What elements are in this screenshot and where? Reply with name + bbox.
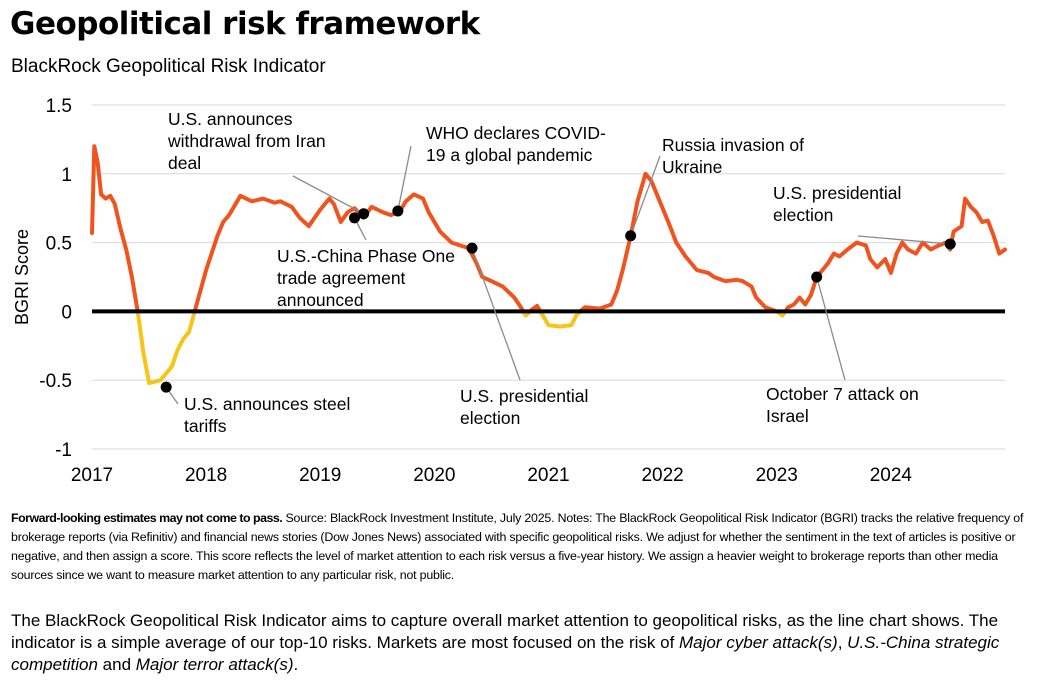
y-tick-label: 1 <box>61 165 72 186</box>
annotation-label: tariffs <box>184 416 227 436</box>
annotation-label: 19 a global pandemic <box>426 145 593 165</box>
series-line-above-zero <box>90 144 140 314</box>
annotation-leader <box>292 175 364 215</box>
series-lines <box>90 144 1007 385</box>
annotation-label: Israel <box>766 406 809 426</box>
summary-text: The BlackRock Geopolitical Risk Indicato… <box>11 610 1041 676</box>
y-tick-label: 0.5 <box>46 234 72 255</box>
annotation-label: U.S.-China Phase One <box>277 246 455 266</box>
annotation-leader <box>471 247 521 381</box>
annotation-label: announced <box>277 290 364 310</box>
annotation-label: U.S. announces <box>168 109 293 129</box>
annotation-marker <box>348 212 360 224</box>
annotation-label: election <box>773 205 833 225</box>
annotation-marker <box>625 230 637 242</box>
summary-part: . <box>293 655 299 674</box>
annotation-marker <box>160 381 172 393</box>
y-tick-label: -1 <box>55 440 72 461</box>
annotation-label: U.S. presidential <box>773 183 901 203</box>
annotation-marker <box>392 205 404 217</box>
annotation-label: Ukraine <box>662 157 722 177</box>
y-tick-label: 0 <box>61 302 72 323</box>
series-line-above-zero <box>578 171 779 314</box>
x-axis-ticks: 2017 2018 2019 2020 2021 2022 2023 2024 <box>71 465 913 486</box>
annotation-marker <box>944 238 956 250</box>
page-title: Geopolitical risk framework <box>10 6 480 42</box>
y-axis-ticks: 1.5 1 0.5 0 -0.5 -1 <box>39 96 72 461</box>
footnote: Forward-looking estimates may not come t… <box>11 509 1031 585</box>
x-tick-label: 2021 <box>527 465 569 486</box>
summary-part: and <box>97 655 136 674</box>
footnote-text: Source: BlackRock Investment Institute, … <box>11 511 1024 582</box>
x-tick-label: 2023 <box>756 465 798 486</box>
annotation-label: trade agreement <box>277 268 406 288</box>
annotation-leader <box>816 276 846 381</box>
x-tick-label: 2022 <box>641 465 683 486</box>
annotation-leader <box>857 235 951 245</box>
summary-emphasis: Major terror attack(s) <box>135 655 294 674</box>
annotation-label: WHO declares COVID- <box>426 123 606 143</box>
annotation-label: withdrawal from Iran <box>167 131 326 151</box>
annotation-leader <box>397 145 412 212</box>
annotation-label: U.S. presidential <box>460 386 588 406</box>
x-tick-label: 2017 <box>71 465 113 486</box>
chart-subtitle: BlackRock Geopolitical Risk Indicator <box>11 56 326 77</box>
x-tick-label: 2018 <box>185 465 227 486</box>
annotation-marker <box>811 271 823 283</box>
annotation-label: election <box>460 408 520 428</box>
x-tick-label: 2020 <box>413 465 455 486</box>
annotation-marker <box>358 208 370 220</box>
annotation-label: October 7 attack on <box>766 384 919 404</box>
summary-part: The BlackRock Geopolitical Risk Indicato… <box>11 611 999 652</box>
annotation-label: U.S. announces steel <box>184 394 350 414</box>
annotation-marker <box>466 242 478 254</box>
annotation-label: Russia invasion of <box>662 135 804 155</box>
gridlines <box>92 104 1005 450</box>
summary-emphasis: U.S.-China strategic competition <box>11 633 1000 674</box>
y-tick-label: -0.5 <box>39 371 72 392</box>
annotation-label: deal <box>168 153 201 173</box>
series-line-below-zero <box>135 309 197 385</box>
y-tick-label: 1.5 <box>46 96 72 117</box>
annotation-leader <box>630 155 661 236</box>
x-tick-label: 2019 <box>299 465 341 486</box>
y-axis-label: BGRI Score <box>12 229 32 325</box>
x-tick-label: 2024 <box>870 465 913 486</box>
summary-emphasis: Major cyber attack(s) <box>679 633 838 652</box>
footnote-bold: Forward-looking estimates may not come t… <box>11 511 283 525</box>
series-line-below-zero <box>538 309 583 329</box>
summary-part: , <box>837 633 848 652</box>
bgri-line-chart: 1.510.50-0.5-1 2017 2018 2019 2020 2021 2022 2… <box>12 96 1007 486</box>
